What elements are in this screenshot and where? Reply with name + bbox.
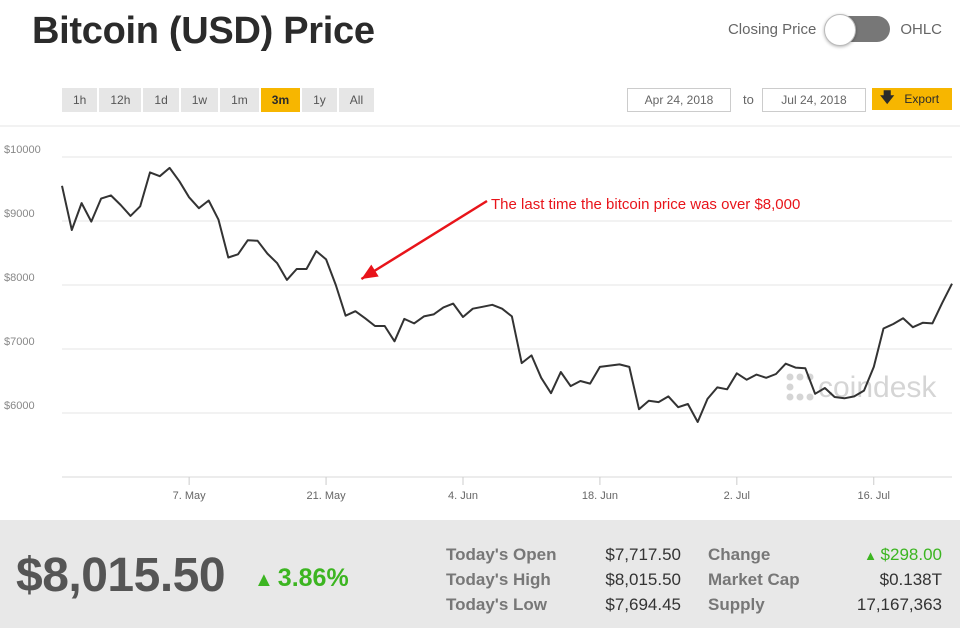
date-to-label: to	[743, 92, 754, 107]
market-cap-value: $0.138T	[879, 570, 942, 589]
todays-open-label: Today's Open	[446, 545, 557, 564]
range-button-1d[interactable]: 1d	[143, 88, 179, 112]
change-label: Change	[708, 545, 771, 564]
range-selector: 1h 12h 1d 1w 1m 3m 1y All	[62, 88, 375, 112]
x-tick-label: 2. Jul	[724, 490, 750, 502]
supply-value: 17,167,363	[856, 595, 942, 614]
x-tick-label: 18. Jun	[582, 490, 618, 502]
watermark-dot	[806, 393, 814, 401]
annotation-arrow-head	[361, 264, 379, 279]
y-tick-label: $9000	[4, 208, 35, 220]
export-button[interactable]: 🡇 Export	[872, 88, 952, 110]
price-chart: $6000 $7000 $8000 $9000 $10000 7. May 21. May 4…	[0, 125, 960, 520]
change-percent: ▲ 3.86%	[254, 564, 349, 593]
ohlc-label: OHLC	[900, 20, 942, 38]
todays-low-label: Today's Low	[446, 595, 548, 614]
annotation-text: The last time the bitcoin price was over…	[491, 196, 800, 213]
watermark-dot	[786, 383, 794, 391]
y-tick-label: $7000	[4, 336, 35, 348]
supply-label: Supply	[708, 595, 765, 614]
range-button-1y[interactable]: 1y	[302, 88, 337, 112]
price-mode-toggle: Closing Price OHLC	[727, 14, 942, 46]
todays-open-value: $7,717.50	[605, 545, 681, 564]
y-tick-label: $6000	[4, 400, 35, 412]
watermark-text: coindesk	[818, 371, 937, 404]
range-button-1m[interactable]: 1m	[220, 88, 259, 112]
closing-price-label: Closing Price	[727, 20, 817, 38]
date-to-input[interactable]: Jul 24, 2018	[762, 88, 866, 112]
x-tick-label: 4. Jun	[448, 490, 478, 502]
x-tick-label: 7. May	[173, 490, 207, 502]
todays-high-label: Today's High	[446, 570, 551, 589]
x-tick-label: 21. May	[306, 490, 346, 502]
x-tick-label: 16. Jul	[858, 490, 890, 502]
chart-svg: $6000 $7000 $8000 $9000 $10000 7. May 21. May 4…	[0, 125, 960, 502]
range-button-1w[interactable]: 1w	[180, 88, 219, 112]
watermark-dot	[796, 373, 804, 381]
todays-low-value: $7,694.45	[605, 595, 681, 614]
price-summary: $8,015.50 ▲ 3.86% Today's Open $7,717.50 …	[0, 520, 960, 628]
y-tick-label: $8000	[4, 272, 35, 284]
range-button-3m[interactable]: 3m	[260, 88, 301, 112]
range-button-1h[interactable]: 1h	[62, 88, 98, 112]
price-series-line	[61, 166, 953, 423]
current-price: $8,015.50	[16, 549, 226, 602]
export-label: Export	[904, 92, 940, 106]
change-up-triangle-icon: ▲	[864, 548, 881, 563]
date-from-input[interactable]: Apr 24, 2018	[627, 88, 731, 112]
change-percent-value: 3.86%	[277, 564, 349, 592]
watermark-dot	[786, 373, 794, 381]
market-cap-label: Market Cap	[708, 570, 800, 589]
change-amount: $298.00	[880, 545, 942, 564]
change-value: ▲ $298.00	[830, 545, 942, 565]
coindesk-watermark: coindesk	[786, 371, 937, 404]
watermark-dot	[796, 393, 804, 401]
mode-switch[interactable]	[824, 14, 891, 46]
annotation-arrow-line	[360, 199, 488, 281]
switch-knob[interactable]	[824, 14, 857, 46]
y-tick-label: $10000	[4, 144, 41, 156]
watermark-dot	[786, 393, 794, 401]
range-button-all[interactable]: All	[338, 88, 375, 112]
up-triangle-icon: ▲	[254, 569, 274, 591]
page-title: Bitcoin (USD) Price	[32, 10, 375, 52]
todays-high-value: $8,015.50	[605, 570, 681, 589]
download-arrow-icon: 🡇	[880, 89, 895, 105]
range-button-12h[interactable]: 12h	[99, 88, 142, 112]
